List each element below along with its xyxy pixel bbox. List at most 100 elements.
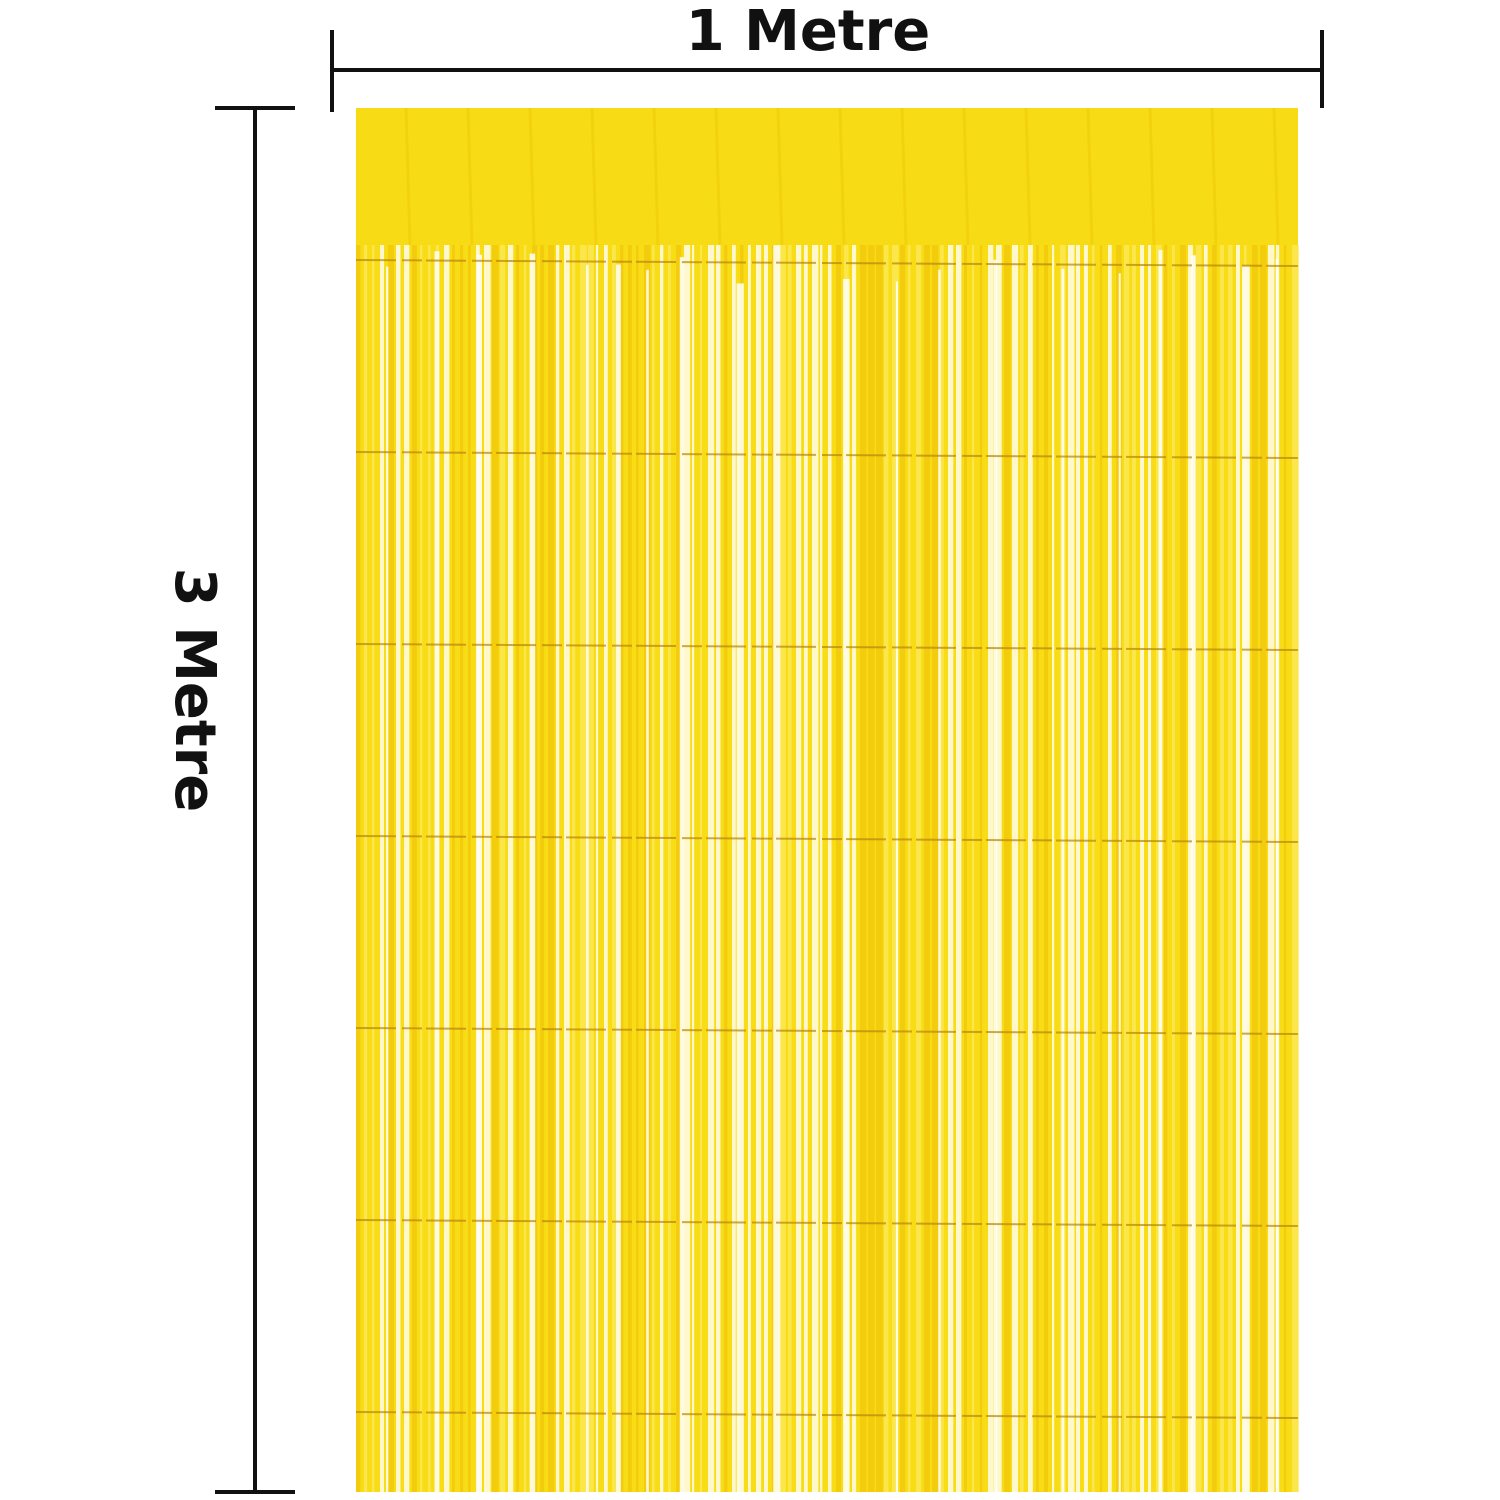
fringe-gap (1158, 249, 1163, 1497)
fringe-strip (556, 245, 560, 1492)
fringe-strip (692, 245, 695, 1492)
fringe-strip (1068, 245, 1075, 1492)
fringe-strip (1164, 245, 1168, 1492)
fringe-strip (676, 245, 682, 1492)
fringe-strip (1284, 245, 1287, 1492)
fringe-strip (604, 245, 608, 1492)
fringe-strip (1212, 245, 1217, 1492)
fringe-strip (508, 245, 514, 1492)
fringe-strip (372, 245, 375, 1492)
height-dimension (215, 106, 295, 1494)
fringe-strip (452, 245, 455, 1492)
fringe-strip (1220, 245, 1224, 1492)
fringe-strip (1004, 245, 1011, 1492)
fringe-strip (548, 245, 555, 1492)
fringe-strip (748, 245, 751, 1492)
fringe-strip (1132, 245, 1136, 1492)
fringe-gap (476, 254, 482, 1500)
fringe-strip (1268, 245, 1275, 1492)
fringe-strip (1180, 245, 1186, 1492)
fringe-strip (796, 245, 802, 1492)
fringe-strip (804, 245, 808, 1492)
fringe-gap (993, 259, 998, 1500)
fringe-strip (708, 245, 715, 1492)
width-label: 1 Metre (686, 0, 931, 64)
fringe-strip (380, 245, 385, 1492)
fringe-strip (492, 245, 499, 1492)
fringe-strip (572, 245, 576, 1492)
fringe-strip (988, 245, 994, 1492)
fringe-strip (1028, 245, 1033, 1492)
crease (355, 1411, 1299, 1419)
fringe-strip (780, 245, 786, 1492)
fringe-gap (1190, 255, 1196, 1500)
fringe-strip (460, 245, 464, 1492)
fringe-strip (972, 245, 975, 1492)
fringe-strip (1204, 245, 1208, 1492)
fringe-gap (616, 264, 621, 1500)
fringe-strip (420, 245, 423, 1492)
fringe-strip (428, 245, 431, 1492)
fringe-strip (652, 245, 655, 1492)
crease (355, 451, 1299, 459)
width-dimension (330, 30, 1324, 112)
fringe-strip (1100, 245, 1103, 1492)
fringe-strip (1076, 245, 1081, 1492)
fringe-strip (1124, 245, 1130, 1492)
fringe-gap (736, 283, 744, 1500)
fringe-strip (468, 245, 471, 1492)
fringe-strip (1292, 245, 1299, 1492)
crease (355, 835, 1299, 843)
fringe-strip (388, 245, 394, 1492)
fringe-strip (892, 245, 899, 1492)
fringe-strip (580, 245, 587, 1492)
height-label: 3 Metre (162, 568, 227, 813)
fringe-strip (724, 245, 728, 1492)
fringe-strip (356, 245, 361, 1492)
fringe-strip (1036, 245, 1039, 1492)
fringe-strip (716, 245, 721, 1492)
fringe-strip (612, 245, 616, 1492)
fringe-gap (773, 245, 781, 1493)
fringe-strip (924, 245, 930, 1492)
fringe-strip (404, 245, 410, 1492)
fringe-strip (1084, 245, 1088, 1492)
fringe-strip (1148, 245, 1152, 1492)
fringe-strip (876, 245, 883, 1492)
fringe-strip (1044, 245, 1049, 1492)
fringe-gap (895, 281, 898, 1500)
fringe-strip (884, 245, 889, 1492)
crease (355, 1219, 1299, 1227)
fringe-strip (916, 245, 922, 1492)
fringe-strip (868, 245, 875, 1492)
fringe-gap (1275, 259, 1279, 1500)
fringe-strip (860, 245, 867, 1492)
fringe-gap (679, 257, 685, 1500)
crease (355, 643, 1299, 651)
fringe-strip (1012, 245, 1019, 1492)
fringe-strip (1196, 245, 1202, 1492)
fringe-strip (444, 245, 450, 1492)
fringe-gap (938, 269, 941, 1500)
fringe-strip (1228, 245, 1233, 1492)
fringe-strip (932, 245, 939, 1492)
fringe-strip (660, 245, 664, 1492)
foil-curtain (355, 107, 1299, 1500)
fringe-strip (996, 245, 1002, 1492)
fringe-strip (948, 245, 954, 1492)
crease (355, 1027, 1299, 1035)
fringe-strip (1140, 245, 1145, 1492)
fringe-strip (1260, 245, 1267, 1492)
fringe-strip (1236, 245, 1240, 1492)
fringe-strip (1092, 245, 1095, 1492)
fringe-strip (1172, 245, 1175, 1492)
fringe-strip (524, 245, 527, 1492)
fringe-strip (964, 245, 968, 1492)
fringe-gap (586, 264, 589, 1500)
fringe-strip (940, 245, 944, 1492)
fringe-strip (396, 245, 401, 1492)
fringe-strip (620, 245, 624, 1492)
fringe-strip (1052, 245, 1055, 1492)
fringe-gap (843, 278, 850, 1500)
